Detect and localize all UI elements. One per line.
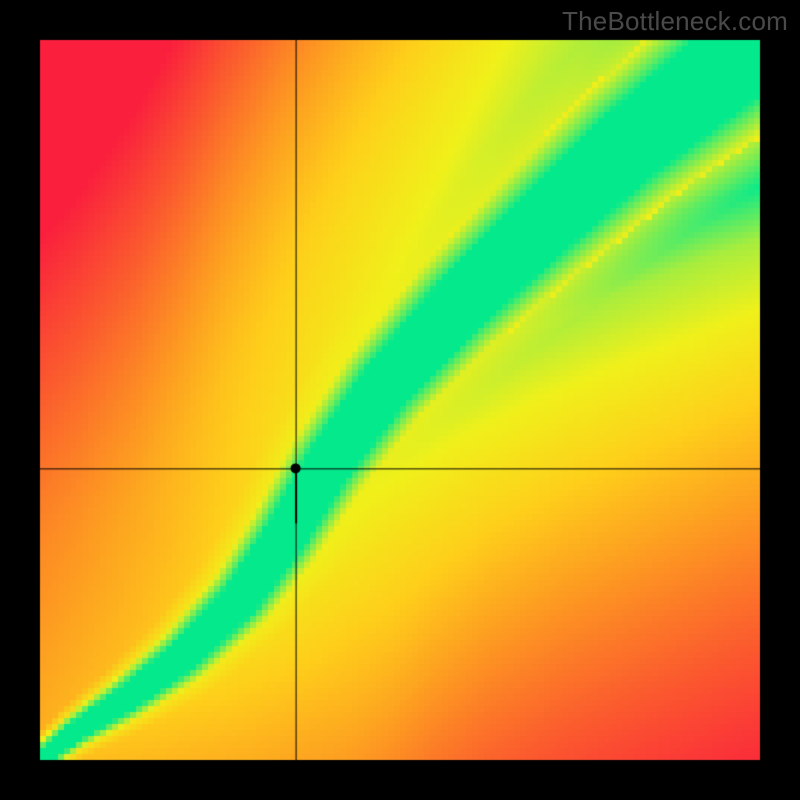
bottleneck-heatmap-canvas bbox=[0, 0, 800, 800]
watermark-text: TheBottleneck.com bbox=[562, 6, 788, 37]
chart-container: TheBottleneck.com bbox=[0, 0, 800, 800]
